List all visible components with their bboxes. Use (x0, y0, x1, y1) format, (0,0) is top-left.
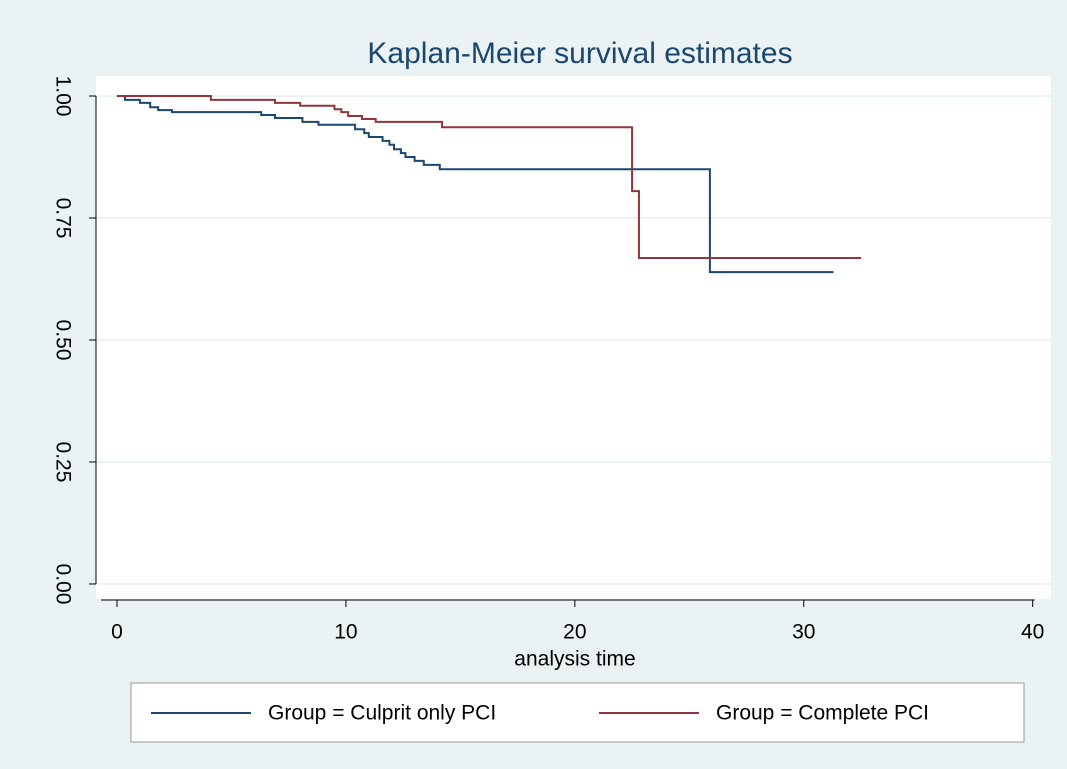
x-axis-label: analysis time (514, 648, 635, 671)
survival-line (117, 95, 861, 260)
legend (130, 682, 1025, 743)
y-tick-label: 0.75 (51, 198, 74, 239)
legend-label: Group = Complete PCI (716, 702, 929, 725)
y-tick-label: 0.00 (51, 564, 74, 605)
y-tick-label: 0.50 (51, 320, 74, 361)
x-tick-label: 40 (1021, 621, 1044, 644)
x-tick-label: 30 (792, 621, 815, 644)
x-tick-label: 20 (563, 621, 586, 644)
chart-title: Kaplan-Meier survival estimates (367, 37, 792, 70)
y-tick-label: 0.25 (51, 442, 74, 483)
survival-line (117, 95, 834, 274)
y-tick-label: 1.00 (51, 76, 74, 117)
plot-area (96, 76, 1051, 599)
legend-label: Group = Culprit only PCI (268, 702, 496, 725)
x-tick-label: 10 (334, 621, 357, 644)
x-tick-label: 0 (111, 621, 123, 644)
